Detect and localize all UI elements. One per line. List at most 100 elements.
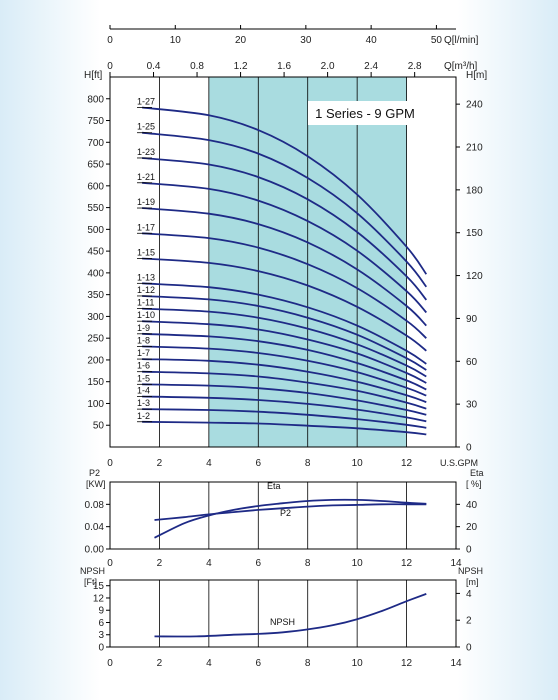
power-x-tick-label: 12 (401, 558, 413, 569)
m3h-tick-label: 0.8 (190, 61, 204, 72)
ft-tick-label: 450 (87, 247, 104, 258)
ft-tick-label: 750 (87, 116, 104, 127)
m-axis-label: H[m] (466, 70, 487, 81)
head-curve-1-8 (142, 345, 427, 397)
top-flow-axes: 0 10 20 30 40 50 Q[l/min] 0 0.4 0.8 1.2 1.6 2.0 2.4 2.… (107, 25, 479, 78)
kw-tick-label: 0.00 (85, 545, 105, 556)
head-curve-1-23 (142, 157, 427, 301)
ft-tick-label: 250 (87, 334, 104, 345)
eta-axis-label-line1: Eta (470, 468, 484, 478)
head-curve-1-21 (142, 181, 427, 314)
p2-curve (154, 503, 427, 521)
npsh-x-tick-label: 10 (352, 658, 364, 669)
m-tick-label: 210 (466, 143, 483, 154)
head-curve-1-13 (142, 282, 427, 365)
eta-tick-label: 0 (466, 545, 472, 556)
head-curve-1-25 (141, 131, 428, 288)
power-x-tick-label: 14 (450, 558, 462, 569)
npsh-ft-tick-label: 15 (93, 581, 105, 592)
lmin-axis-label: Q[l/min] (444, 35, 479, 46)
ft-tick-label: 550 (87, 203, 104, 214)
curve-label-1-2: 1-2 (137, 411, 150, 421)
curve-label-1-7: 1-7 (137, 348, 150, 358)
npsh-x-tick-label: 8 (305, 658, 311, 669)
npsh-ft-axis-label-line2: [Ft] (84, 577, 97, 587)
curve-label-1-9: 1-9 (137, 323, 150, 333)
curve-label-1-19: 1-19 (137, 197, 155, 207)
head-curves-panel: 5010015020025030035040045050055060065070… (84, 70, 487, 469)
lmin-tick-label: 40 (366, 35, 378, 46)
gpm-tick-label: 8 (305, 458, 311, 469)
m3h-tick-label: 2.4 (364, 61, 378, 72)
kw-tick-label: 0.04 (85, 522, 105, 533)
npsh-ft-tick-label: 12 (93, 593, 105, 604)
npsh-x-tick-label: 4 (206, 658, 212, 669)
ft-tick-label: 800 (87, 94, 104, 105)
m3h-tick-label: 0 (107, 61, 113, 72)
ft-tick-label: 50 (93, 421, 105, 432)
head-curve-1-11 (142, 307, 427, 378)
npsh-ft-tick-label: 3 (98, 630, 104, 641)
ft-tick-label: 200 (87, 355, 104, 366)
curve-label-1-5: 1-5 (137, 373, 150, 383)
head-curve-1-15 (142, 257, 427, 352)
power-x-tick-label: 10 (352, 558, 364, 569)
curve-label-1-6: 1-6 (137, 361, 150, 371)
head-curve-1-9 (142, 332, 427, 391)
ft-tick-label: 700 (87, 138, 104, 149)
npsh-m-axis-label-line1: NPSH (458, 566, 483, 576)
p2-curve-label: P2 (280, 508, 291, 518)
curve-label-1-3: 1-3 (137, 398, 150, 408)
ft-tick-label: 500 (87, 225, 104, 236)
head-curve-1-19 (142, 207, 427, 327)
npsh-ft-axis-label-line1: NPSH (80, 566, 105, 576)
kw-tick-label: 0.08 (85, 500, 105, 511)
npsh-x-tick-label: 6 (256, 658, 262, 669)
curve-label-1-8: 1-8 (137, 335, 150, 345)
npsh-ft-tick-label: 0 (98, 643, 104, 654)
curve-label-1-11: 1-11 (137, 298, 154, 308)
head-curve-1-7 (142, 358, 427, 404)
power-x-tick-label: 2 (157, 558, 163, 569)
m-tick-label: 0 (466, 443, 472, 454)
curve-label-1-27: 1-27 (137, 96, 155, 106)
npsh-m-tick-label: 2 (466, 616, 472, 627)
curve-label-1-13: 1-13 (137, 272, 155, 282)
power-x-tick-label: 0 (107, 558, 113, 569)
head-curve-1-17 (142, 232, 427, 339)
kw-axis-label-line2: [KW] (86, 479, 106, 489)
npsh-curve (154, 593, 427, 638)
m-tick-label: 180 (466, 185, 483, 196)
m3h-tick-label: 2.8 (408, 61, 422, 72)
curve-label-1-23: 1-23 (137, 147, 155, 157)
ft-axis-label: H[ft] (84, 70, 103, 81)
npsh-m-tick-label: 4 (466, 589, 472, 600)
ft-tick-label: 350 (87, 290, 104, 301)
power-x-tick-label: 4 (206, 558, 212, 569)
head-curve-1-27 (141, 106, 428, 275)
eta-curve (154, 498, 427, 539)
m-tick-label: 30 (466, 400, 478, 411)
ft-tick-label: 400 (87, 268, 104, 279)
head-curve-1-6 (142, 370, 427, 410)
curve-label-1-4: 1-4 (137, 386, 150, 396)
m-tick-label: 150 (466, 228, 483, 239)
power-x-tick-label: 6 (256, 558, 262, 569)
m3h-tick-label: 0.4 (147, 61, 161, 72)
ft-tick-label: 650 (87, 160, 104, 171)
ft-tick-label: 600 (87, 181, 104, 192)
head-curve-1-3 (142, 408, 427, 429)
npsh-ft-tick-label: 6 (98, 618, 104, 629)
lmin-tick-label: 0 (107, 35, 113, 46)
m3h-tick-label: 1.2 (234, 61, 248, 72)
lmin-tick-label: 20 (235, 35, 247, 46)
kw-axis-label-line1: P2 (89, 468, 100, 478)
head-curve-1-4 (142, 395, 427, 423)
head-curve-1-10 (142, 320, 427, 384)
npsh-curve-label: NPSH (270, 617, 295, 627)
gpm-tick-label: 12 (401, 458, 413, 469)
npsh-m-tick-label: 0 (466, 643, 472, 654)
power-x-tick-label: 8 (305, 558, 311, 569)
